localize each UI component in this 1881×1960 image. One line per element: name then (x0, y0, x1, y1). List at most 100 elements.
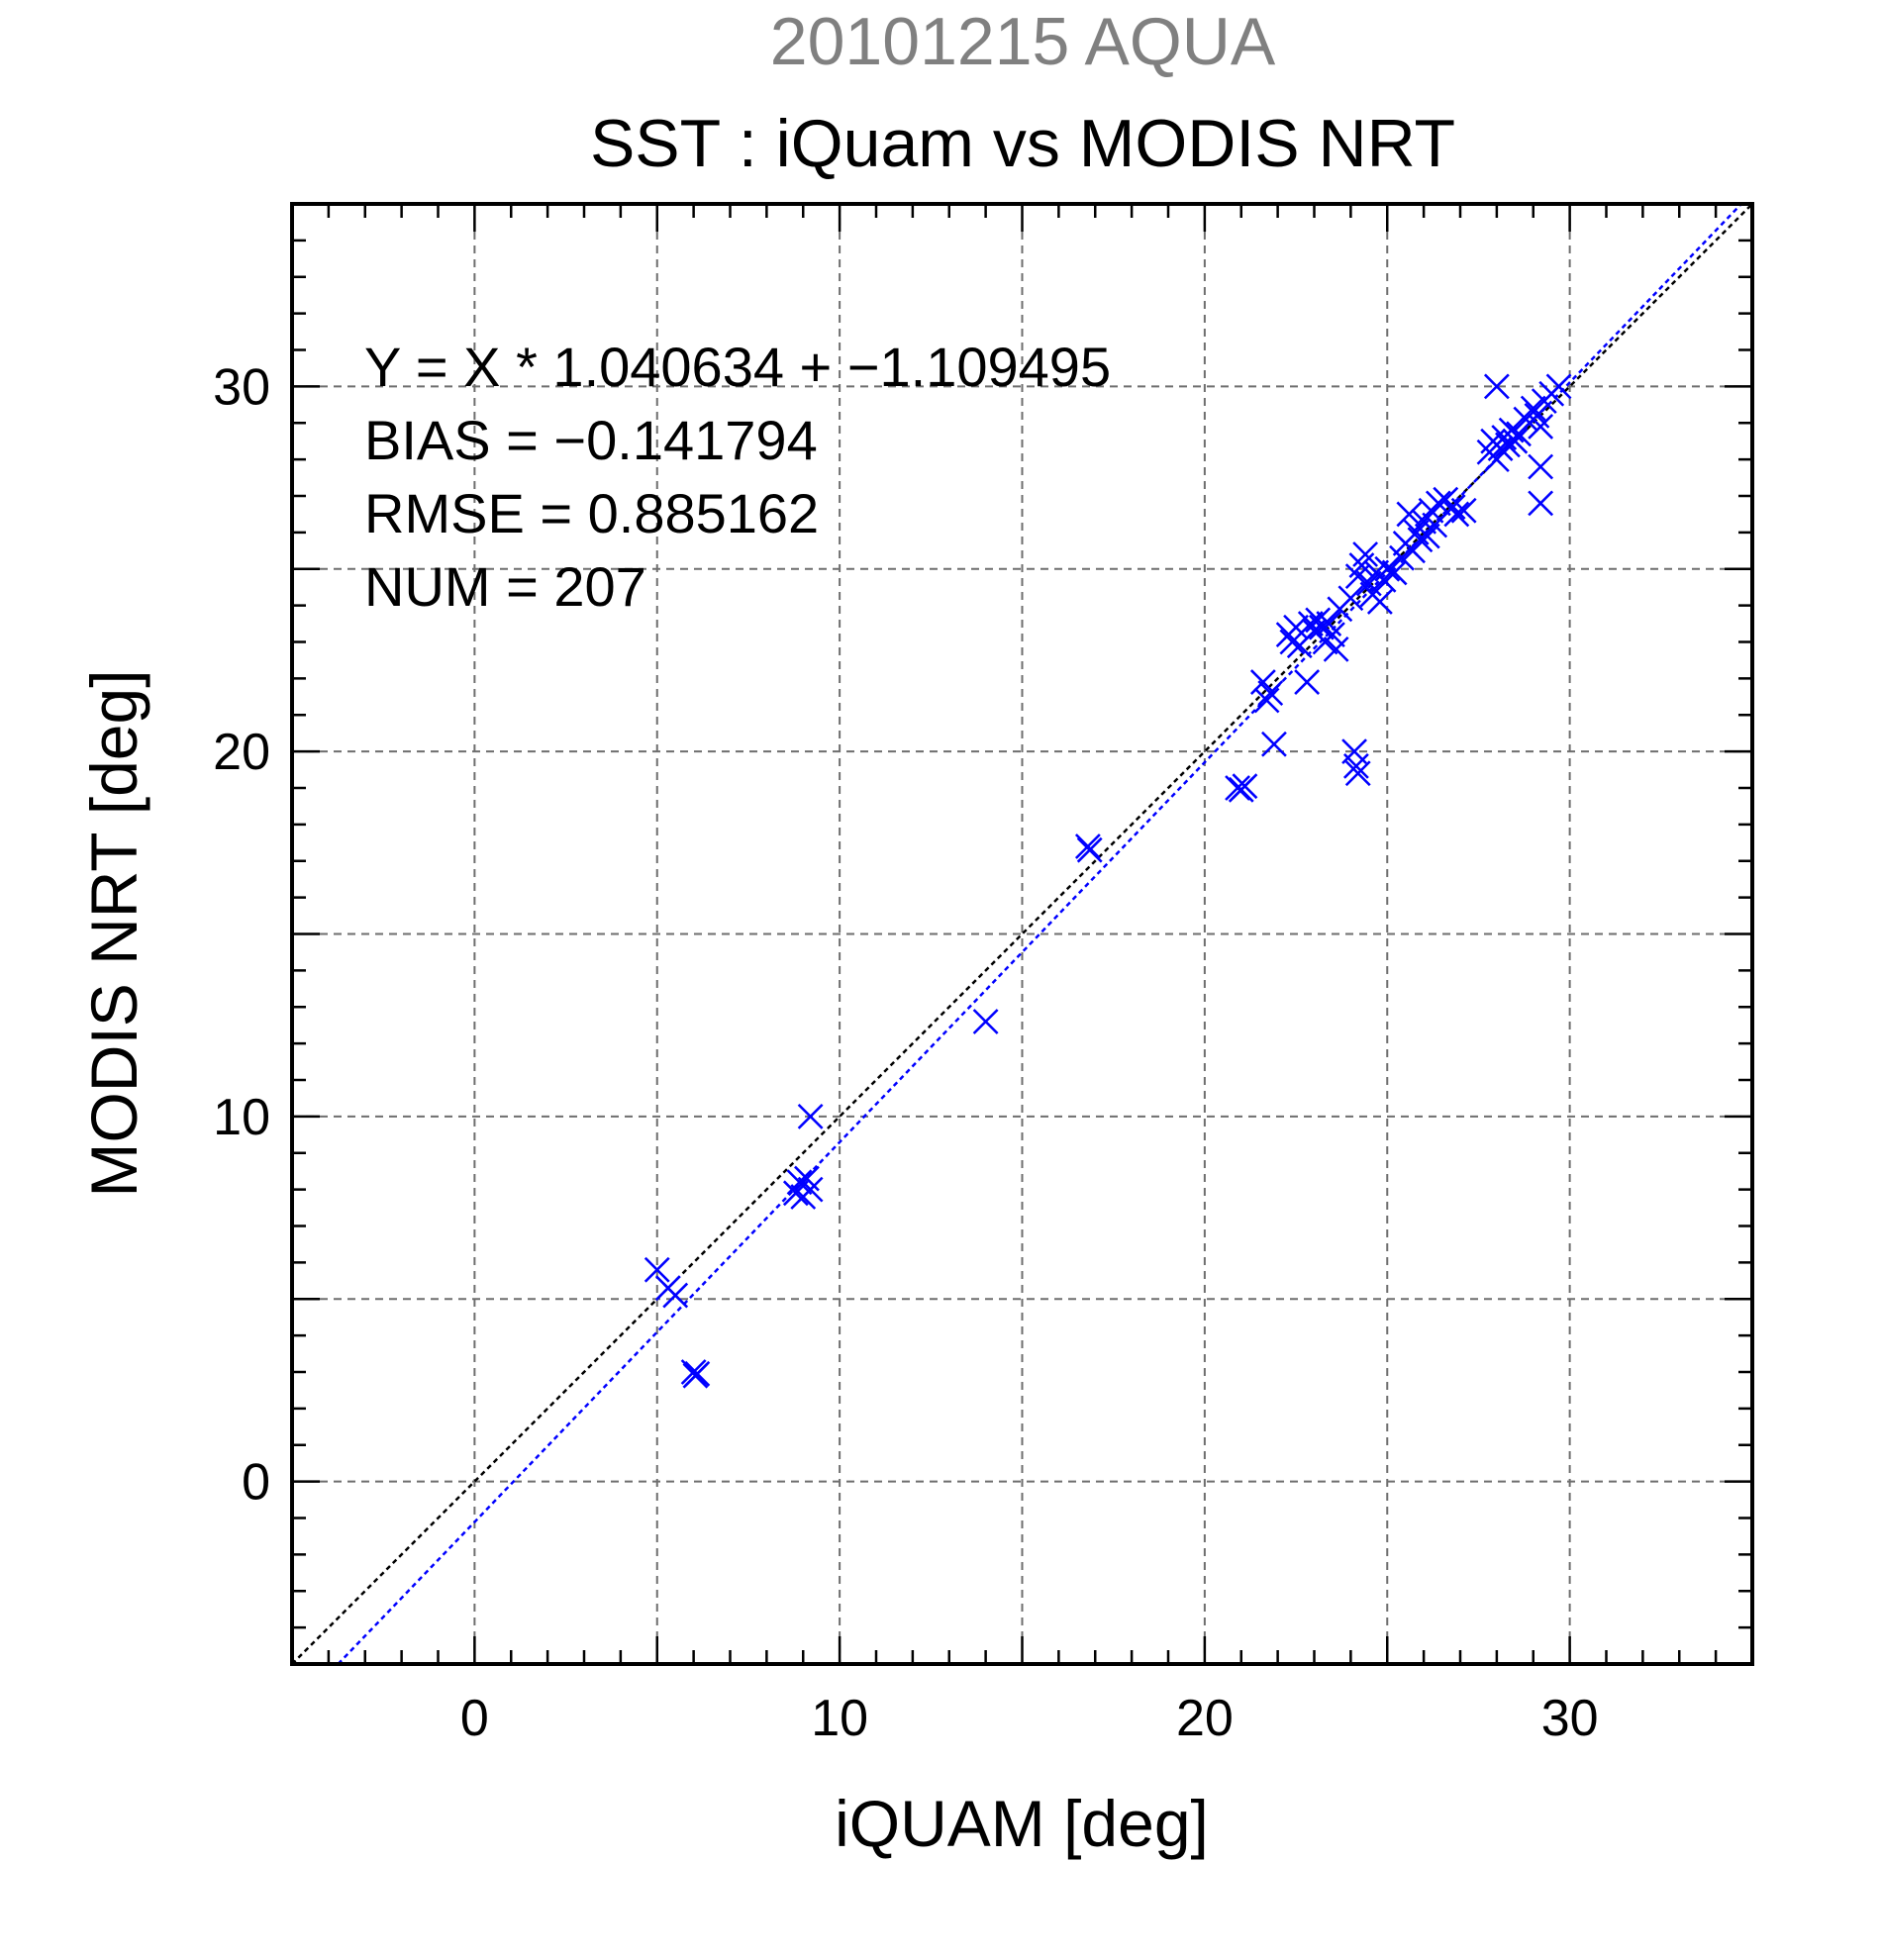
data-point (1528, 490, 1554, 517)
data-point (1253, 687, 1280, 714)
data-point (1425, 490, 1451, 517)
grid-lines (292, 204, 1752, 1664)
data-point (1352, 541, 1379, 567)
data-point-stroke (1450, 497, 1477, 524)
data-point (1344, 760, 1371, 787)
data-point (1323, 636, 1349, 662)
data-point (1520, 395, 1546, 422)
data-point-stroke (1323, 636, 1349, 662)
data-point-stroke (1425, 490, 1451, 517)
data-point-stroke (1411, 508, 1437, 535)
data-point (680, 1359, 707, 1385)
data-point-stroke (1443, 501, 1470, 528)
data-point-stroke (1076, 836, 1103, 863)
data-point-stroke (1355, 570, 1382, 597)
data-point-stroke (1344, 760, 1371, 787)
data-point-stroke (662, 1282, 689, 1309)
data-point-stroke (1342, 752, 1369, 779)
data-point-stroke (1297, 611, 1324, 637)
chart-title: SST : iQuam vs MODIS NRT (590, 106, 1455, 181)
data-point-stroke (1225, 775, 1250, 801)
y-tick-label: 10 (213, 1089, 270, 1146)
data-point (1232, 773, 1258, 800)
data-point-stroke (1352, 541, 1379, 567)
x-axis-label: iQUAM [deg] (835, 1787, 1209, 1860)
y-tick-label: 30 (213, 358, 270, 416)
data-point-stroke (786, 1169, 813, 1196)
data-point (1366, 589, 1393, 615)
data-point (786, 1169, 813, 1196)
data-point (684, 1360, 711, 1387)
data-point-stroke (1253, 687, 1280, 714)
data-point (1076, 836, 1103, 863)
data-point (972, 1009, 999, 1034)
axis-ticks (292, 204, 1752, 1664)
data-point-stroke (1520, 395, 1546, 422)
data-point-stroke (1414, 523, 1440, 549)
data-point-stroke (1320, 622, 1345, 648)
data-point-stroke (1524, 402, 1550, 429)
data-point (662, 1282, 689, 1309)
y-tick-label: 20 (213, 724, 270, 781)
data-point-stroke (1528, 453, 1554, 480)
data-point (1337, 585, 1364, 612)
x-tick-label: 30 (1541, 1690, 1599, 1747)
data-point (1381, 559, 1408, 586)
data-point-stroke (797, 1103, 824, 1129)
data-point (1545, 373, 1572, 400)
data-point (1502, 428, 1529, 454)
data-point (1528, 414, 1554, 440)
data-point (797, 1103, 824, 1129)
data-point (1257, 680, 1284, 707)
data-points (644, 373, 1572, 1389)
data-point-stroke (1396, 501, 1423, 528)
x-tick-label: 10 (811, 1690, 868, 1747)
data-point-stroke (1257, 680, 1284, 707)
plot-frame (290, 202, 1754, 1666)
data-point-stroke (684, 1360, 711, 1387)
data-point-stroke (794, 1165, 820, 1192)
data-point-stroke (1341, 738, 1367, 765)
regression-equation: Y = X * 1.040634 + −1.109495 (364, 336, 1111, 398)
y-tick-label: 0 (242, 1454, 270, 1512)
data-point-stroke (1366, 589, 1393, 615)
data-point-stroke (1545, 373, 1572, 400)
y-axis-label: MODIS NRT [deg] (77, 669, 150, 1197)
data-point (1225, 775, 1250, 801)
tick-labels: 0 10 20 30 0 10 20 30 (213, 358, 1598, 1747)
data-point (1396, 501, 1423, 528)
data-point-stroke (1305, 607, 1332, 634)
data-point (1414, 523, 1440, 549)
data-point (1450, 497, 1477, 524)
data-point-stroke (680, 1359, 707, 1385)
data-point-stroke (972, 1009, 999, 1034)
data-point-stroke (1498, 417, 1525, 443)
data-point-stroke (1502, 428, 1529, 454)
data-point-stroke (1528, 414, 1554, 440)
data-point (1342, 752, 1369, 779)
data-point (797, 1176, 824, 1203)
data-point (1443, 501, 1470, 528)
data-point-stroke (1381, 559, 1408, 586)
data-point (1261, 731, 1287, 757)
rmse-value: RMSE = 0.885162 (364, 482, 819, 544)
data-point (1320, 622, 1345, 648)
data-point-stroke (644, 1256, 670, 1283)
x-tick-label: 0 (460, 1690, 489, 1747)
data-point-stroke (1374, 555, 1401, 582)
data-point-stroke (1074, 833, 1101, 859)
data-point-stroke (1403, 519, 1430, 545)
data-point (1483, 373, 1510, 400)
data-point-stroke (1337, 585, 1364, 612)
data-point-stroke (1528, 490, 1554, 517)
data-point-stroke (1316, 611, 1342, 637)
x-tick-label: 20 (1176, 1690, 1234, 1747)
data-point-stroke (1439, 494, 1466, 520)
data-point-stroke (1261, 731, 1287, 757)
chart-supertitle: 20101215 AQUA (770, 4, 1276, 79)
data-point-stroke (1232, 773, 1258, 800)
data-point (1528, 453, 1554, 480)
data-point-stroke (797, 1176, 824, 1203)
data-point (1294, 669, 1321, 695)
